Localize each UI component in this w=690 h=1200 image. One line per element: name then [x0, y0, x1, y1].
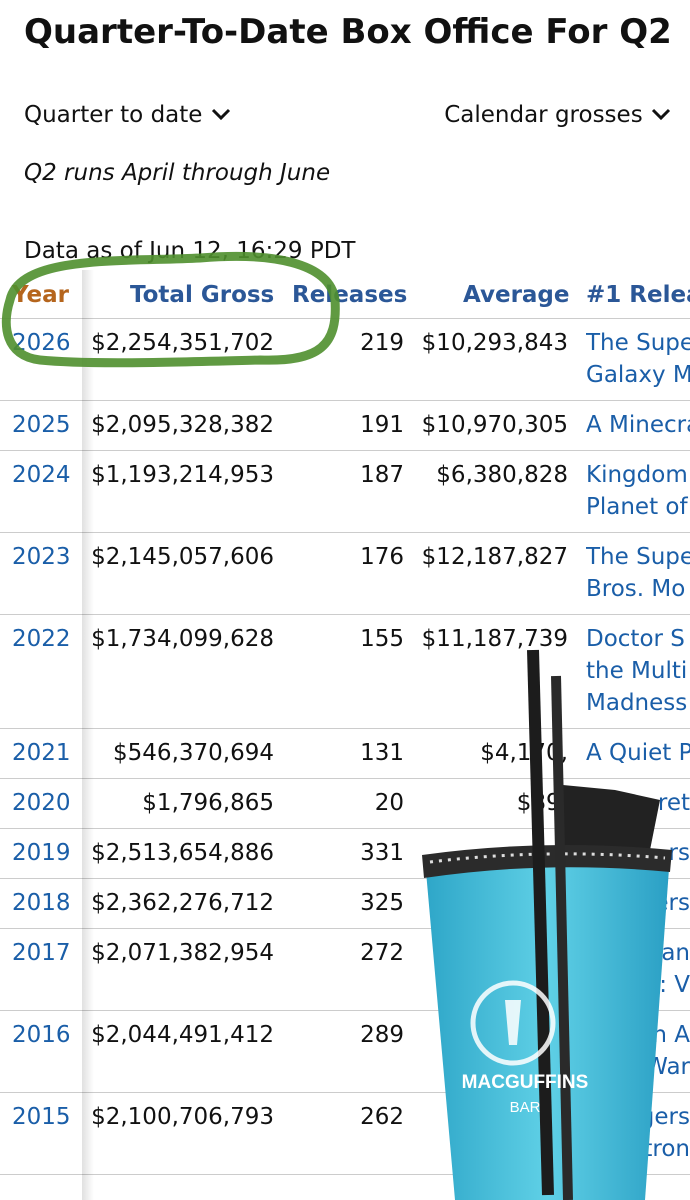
drink: MACGUFFINS BAR [422, 649, 672, 1200]
year-link[interactable]: 2023 [12, 544, 71, 570]
chevron [651, 108, 671, 121]
page-title: Quarter-To-Date Box Office For Q2 [24, 12, 672, 52]
cell: $10,293,843 [421, 330, 568, 356]
release-line: A Minecra [586, 412, 690, 438]
release-line: Kingdom [586, 462, 688, 488]
year-link[interactable]: 2020 [12, 790, 71, 816]
release-line: Doctor S [586, 626, 685, 652]
release-line: Planet of [586, 494, 688, 520]
column-header[interactable]: Releases [292, 282, 408, 308]
period-label: Quarter to date [24, 102, 203, 128]
cell: $1,193,214,953 [91, 462, 274, 488]
release-line: the Multi [586, 658, 688, 684]
cell: 191 [360, 412, 404, 438]
scribble [1, 251, 340, 368]
period-dropdown[interactable]: Quarter to date [24, 102, 232, 128]
cell: $2,071,382,954 [91, 940, 274, 966]
release-cell[interactable]: A Minecra [586, 409, 690, 441]
table-row: 2019 $2,513,654,886 331 rs [0, 828, 690, 879]
column-header[interactable]: Total Gross [130, 282, 275, 308]
year-link[interactable]: 2018 [12, 890, 71, 916]
year-link[interactable]: 2022 [12, 626, 71, 652]
year-link[interactable]: 2016 [12, 1022, 71, 1048]
year-link[interactable]: 2019 [12, 840, 71, 866]
cell: $2,095,328,382 [91, 412, 274, 438]
year-link[interactable]: 2017 [12, 940, 71, 966]
release-line: The Supe [586, 330, 690, 356]
year-link[interactable]: 2025 [12, 412, 71, 438]
cell: $2,044,491,412 [91, 1022, 274, 1048]
cell: $2,254,351,702 [91, 330, 274, 356]
column-header[interactable]: #1 Relea [586, 282, 690, 308]
cell: $12,187,827 [421, 544, 568, 570]
chevron [211, 108, 230, 121]
cell: $2,513,654,886 [91, 840, 274, 866]
release-line: rs [668, 840, 690, 866]
release-line: Galaxy M [586, 362, 690, 388]
cell: $11,187,739 [421, 626, 568, 652]
cell: 155 [360, 626, 404, 652]
cell: $546,370,694 [113, 740, 274, 766]
cell: $2,100,706,793 [91, 1104, 274, 1130]
gross-label: Calendar grosses [444, 102, 643, 128]
release-line: Madness [586, 690, 688, 716]
table-row: 2024 $1,193,214,953 187 $6,380,828 Kingdom Pl… [0, 450, 690, 533]
cell: 131 [360, 740, 404, 766]
drink-logo-sub: BAR [510, 1099, 541, 1116]
cell: 325 [360, 890, 404, 916]
quarter-note: Q2 runs April through June [24, 160, 331, 186]
cell: $1,796,865 [142, 790, 274, 816]
cell: $10,970,305 [421, 412, 568, 438]
table-row: 2022 $1,734,099,628 155 $11,187,739 Doctor S… [0, 614, 690, 729]
release-cell[interactable]: The Supe Bros. Mo [586, 541, 690, 605]
release-line: Bros. Mo [586, 576, 686, 602]
sticky-shadow [82, 270, 94, 1200]
year-link[interactable]: 2015 [12, 1104, 71, 1130]
release-line: The Supe [586, 544, 690, 570]
cell: $1,734,099,628 [91, 626, 274, 652]
cell: 262 [360, 1104, 404, 1130]
table-row: 2026 $2,254,351,702 219 $10,293,843 The Supe… [0, 318, 690, 401]
cell: $2,362,276,712 [91, 890, 274, 916]
cell: 272 [360, 940, 404, 966]
release-line: A Quiet P [586, 740, 690, 766]
cell: 331 [360, 840, 404, 866]
cell: 289 [360, 1022, 404, 1048]
release-line: tron [643, 1136, 690, 1162]
release-cell[interactable]: rs [586, 837, 690, 869]
table-row: 2023 $2,145,057,606 176 $12,187,827 The Supe… [0, 532, 690, 615]
release-cell[interactable]: A Quiet P [586, 737, 690, 769]
cell: $6,380,828 [436, 462, 568, 488]
table-row: 2025 $2,095,328,382 191 $10,970,305 A Minecr… [0, 400, 690, 451]
release-cell[interactable]: Kingdom Planet of [586, 459, 690, 523]
cell: $2,145,057,606 [91, 544, 274, 570]
release-line: ret [657, 790, 690, 816]
cell: 187 [360, 462, 404, 488]
cell: 176 [360, 544, 404, 570]
table-row: 2021 $546,370,694 131 $4,170, A Quiet P [0, 728, 690, 779]
cell: 219 [360, 330, 404, 356]
column-header[interactable]: Average [463, 282, 570, 308]
release-cell[interactable]: The Supe Galaxy M [586, 327, 690, 391]
year-link[interactable]: 2021 [12, 740, 71, 766]
release-cell[interactable]: Doctor S the Multi Madness [586, 623, 690, 719]
cell: 20 [374, 790, 404, 816]
release-cell[interactable]: ret [586, 787, 690, 819]
gross-dropdown[interactable]: Calendar grosses [444, 102, 672, 128]
year-link[interactable]: 2024 [12, 462, 71, 488]
drink-logo: MACGUFFINS [462, 1072, 589, 1093]
